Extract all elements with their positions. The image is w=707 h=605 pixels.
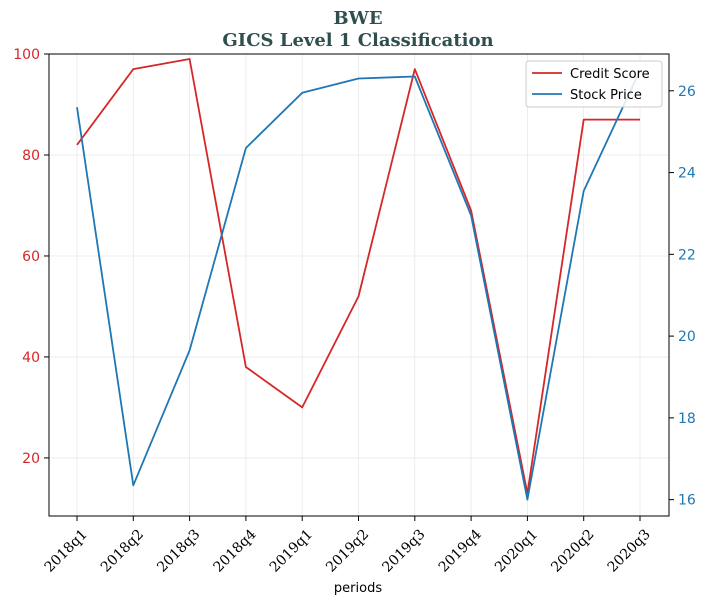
plot-frame	[48, 53, 670, 517]
right-y-tick-label: 18	[678, 411, 696, 427]
left-y-tick-label: 80	[22, 148, 40, 164]
legend: Credit Score Stock Price	[525, 60, 663, 108]
x-tick-label: 2020q3	[605, 526, 654, 575]
right-y-tick-label: 26	[678, 84, 696, 100]
left-y-tick-label: 60	[22, 249, 40, 265]
x-axis-label: periods	[334, 581, 382, 596]
series-lines	[76, 58, 641, 501]
right-y-tick-label: 24	[678, 166, 696, 182]
x-tick-label: 2019q2	[323, 526, 372, 575]
x-tick-label: 2018q2	[98, 526, 147, 575]
x-tick-label: 2020q1	[492, 526, 541, 575]
grid	[49, 53, 669, 516]
right-y-tick-label: 16	[678, 493, 696, 509]
chart-subtitle: GICS Level 1 Classification	[222, 30, 493, 51]
x-tick-label: 2019q1	[267, 526, 316, 575]
right-y-axis-ticks: 16 18 20 22 24 26	[669, 84, 696, 509]
left-y-tick-label: 100	[13, 47, 40, 63]
left-y-tick-label: 20	[22, 451, 40, 467]
x-axis-ticks: 2018q1 2018q2 2018q3 2018q4 2019q1 2019q2 2019…	[42, 516, 654, 576]
legend-label-stock-price: Stock Price	[570, 88, 642, 103]
x-tick-label: 2018q3	[154, 526, 203, 575]
x-tick-label: 2018q1	[42, 526, 91, 575]
right-y-tick-label: 22	[678, 247, 696, 263]
left-y-axis-ticks: 20 40 60 80 100	[13, 47, 49, 467]
series-line-stock-price	[76, 70, 641, 501]
right-y-tick-label: 20	[678, 329, 696, 345]
x-tick-label: 2019q3	[379, 526, 428, 575]
x-tick-label: 2018q4	[211, 526, 260, 575]
legend-label-credit-score: Credit Score	[570, 67, 650, 82]
left-y-tick-label: 40	[22, 350, 40, 366]
x-tick-label: 2019q4	[436, 526, 485, 575]
series-line-credit-score	[76, 58, 640, 495]
chart-title: BWE	[333, 8, 382, 29]
x-tick-label: 2020q2	[548, 526, 597, 575]
